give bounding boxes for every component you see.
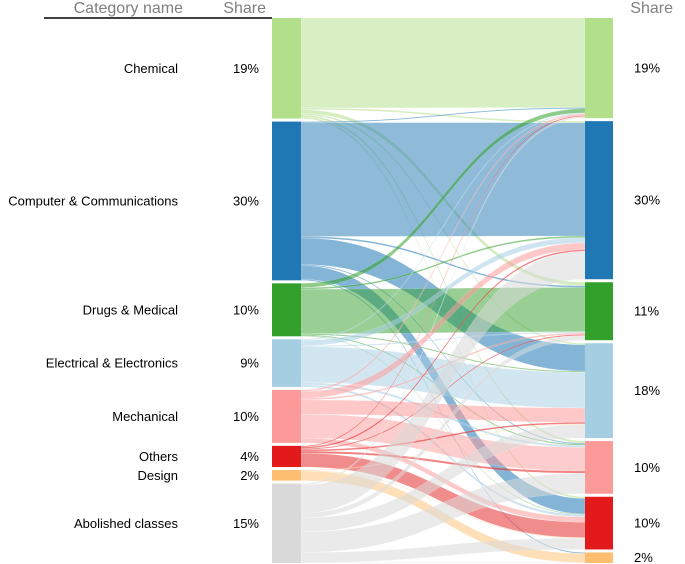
right-node-chem (585, 18, 613, 119)
left-node-elec (272, 339, 301, 387)
right-node-share-mech: 10% (634, 460, 660, 475)
left-node-des (272, 470, 301, 481)
right-node-share-elec: 18% (634, 383, 660, 398)
left-node-drug (272, 283, 301, 337)
left-node-label-comp: Computer & Communications (8, 193, 178, 208)
left-node-label-abol: Abolished classes (74, 516, 179, 531)
header-right-share: Share (630, 0, 673, 17)
right-node-share-des: 2% (634, 550, 653, 564)
flows-group (300, 17, 586, 564)
right-node-share-comp: 30% (634, 193, 660, 208)
left-node-share-mech: 10% (233, 409, 259, 424)
left-node-share-des: 2% (240, 468, 259, 483)
flow-abol-to-des (300, 562, 586, 564)
nodes-group (272, 18, 613, 563)
right-node-share-oth: 10% (634, 516, 660, 531)
left-node-chem (272, 18, 301, 119)
left-node-label-oth: Others (139, 449, 179, 464)
left-node-share-abol: 15% (233, 516, 259, 531)
left-node-mech (272, 389, 301, 443)
right-node-elec (585, 343, 613, 439)
labels-group: Chemical 19% Computer & Communications 30% D… (8, 61, 660, 564)
left-node-label-drug: Drugs & Medical (83, 302, 178, 317)
left-node-share-oth: 4% (240, 449, 259, 464)
flow-chem-to-chem (300, 17, 586, 109)
left-node-share-chem: 19% (233, 61, 259, 76)
flow-comp-to-comp (300, 122, 586, 237)
right-node-share-drug: 11% (634, 304, 659, 319)
right-node-oth (585, 496, 613, 550)
left-node-abol (272, 483, 301, 563)
left-node-oth (272, 445, 301, 468)
left-node-label-mech: Mechanical (112, 409, 178, 424)
right-node-des (585, 552, 613, 563)
header-left-share: Share (223, 0, 266, 17)
right-node-drug (585, 282, 613, 341)
header-category-name: Category name (74, 0, 183, 17)
left-node-label-chem: Chemical (124, 61, 178, 76)
left-node-share-comp: 30% (233, 193, 259, 208)
left-node-share-drug: 10% (233, 302, 259, 317)
left-node-label-elec: Electrical & Electronics (46, 356, 179, 371)
right-node-mech (585, 441, 613, 494)
right-node-comp (585, 121, 613, 280)
left-node-comp (272, 121, 301, 281)
left-node-share-elec: 9% (240, 356, 259, 371)
right-node-share-chem: 19% (634, 61, 660, 76)
left-node-label-des: Design (138, 468, 178, 483)
